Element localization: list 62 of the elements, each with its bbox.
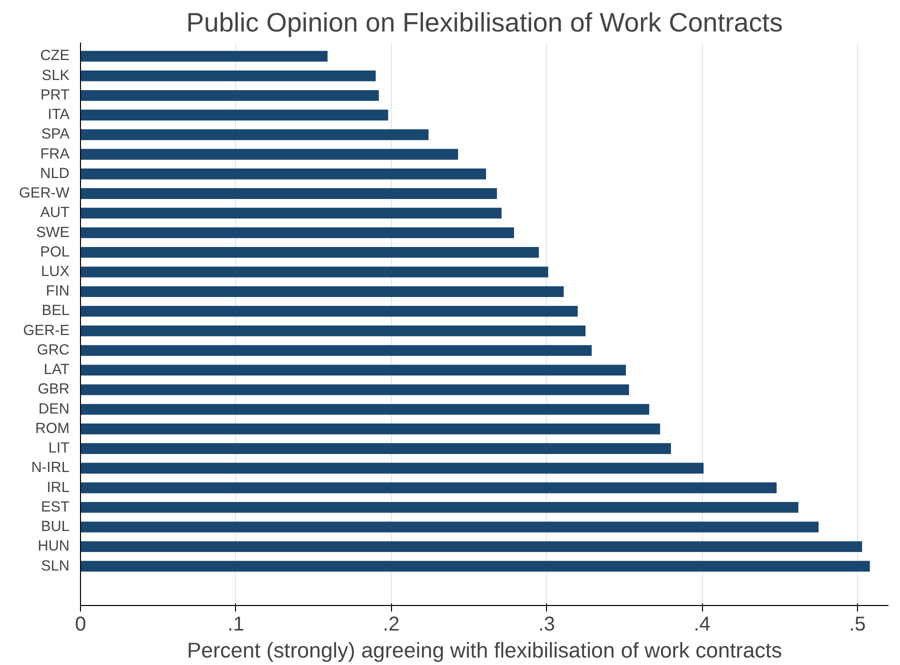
bar — [80, 227, 514, 238]
bar — [80, 443, 671, 454]
y-tick-label: GBR — [38, 382, 70, 398]
y-tick-label: DEN — [38, 401, 70, 418]
bar — [80, 502, 798, 513]
bar — [80, 168, 486, 180]
bar — [80, 364, 626, 376]
y-tick-label: GER-W — [19, 186, 70, 202]
y-tick-label: N-IRL — [31, 460, 70, 476]
y-tick-label: LAT — [44, 362, 70, 378]
bar — [80, 482, 777, 494]
y-tick-label: IRL — [46, 480, 70, 496]
x-tick-label: .1 — [228, 614, 244, 636]
bar — [80, 325, 586, 336]
bar — [80, 424, 660, 434]
y-tick-label: EST — [40, 499, 70, 516]
bar — [80, 560, 870, 572]
y-tick-label: AUT — [40, 205, 70, 222]
bar — [80, 541, 862, 552]
bar — [80, 50, 328, 62]
y-tick-label: HUN — [38, 538, 70, 555]
bar — [80, 208, 502, 219]
bar — [80, 286, 564, 298]
y-tick-label: FIN — [46, 284, 70, 300]
y-tick-label: PRT — [40, 87, 70, 104]
y-tick-label: FRA — [40, 146, 70, 162]
chart-title: Public Opinion on Flexibilisation of Work Contracts — [186, 8, 783, 38]
bar — [80, 384, 630, 396]
y-tick-label: NLD — [40, 166, 70, 182]
bar — [80, 404, 650, 415]
bar — [80, 110, 388, 120]
y-tick-label: GRC — [36, 342, 70, 358]
bar — [80, 306, 578, 317]
y-tick-label: BEL — [42, 303, 70, 320]
y-tick-label: BUL — [40, 519, 70, 536]
y-tick-label: SWE — [36, 224, 70, 241]
x-tick-label: .2 — [382, 614, 400, 636]
y-tick-label: ITA — [48, 107, 70, 124]
bar — [80, 148, 458, 160]
x-tick-label: .3 — [538, 614, 555, 636]
y-tick-label: POL — [40, 244, 70, 260]
bar — [80, 247, 539, 258]
y-tick-label: LUX — [40, 264, 70, 280]
bar — [80, 266, 548, 278]
y-tick-label: GER-E — [23, 322, 70, 339]
bar — [80, 188, 497, 199]
bar — [80, 462, 704, 474]
bar — [80, 345, 592, 356]
bar — [80, 129, 429, 140]
x-axis-title: Percent (strongly) agreeing with flexibilisation of work contracts — [186, 638, 782, 662]
y-tick-label: SPA — [41, 126, 70, 143]
x-tick-label: .4 — [694, 614, 710, 636]
x-tick-label: .5 — [849, 614, 866, 636]
y-tick-label: LIT — [48, 440, 70, 457]
bar — [80, 522, 819, 532]
y-tick-label: ROM — [35, 420, 70, 437]
bar — [80, 70, 376, 82]
y-tick-label: CZE — [40, 48, 70, 64]
x-tick-label: 0 — [74, 614, 86, 636]
y-tick-label: SLK — [42, 68, 70, 84]
y-tick-label: SLN — [40, 558, 70, 574]
bar — [80, 90, 379, 101]
